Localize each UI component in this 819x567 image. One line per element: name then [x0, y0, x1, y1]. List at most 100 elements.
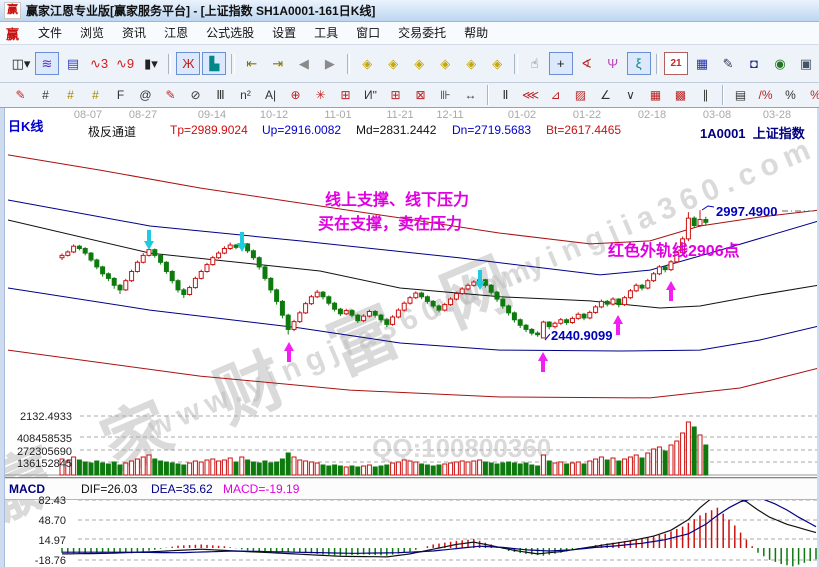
time-grid-icon[interactable]: Ⅲ [216, 87, 225, 102]
volume-axis-label: 272305690 [16, 445, 72, 458]
macd-axis-label: -18.76 [34, 555, 66, 567]
toolbar-separator [487, 85, 489, 105]
annotation-support-1: 线上支撑、线下压力 [325, 192, 470, 209]
parallel-lines-icon[interactable]: ∥ [702, 87, 709, 102]
symbol-name: 上证指数 [752, 126, 805, 141]
indicator-name[interactable]: 极反通道 [88, 125, 137, 139]
shaded-box-icon[interactable]: ▨ [574, 87, 587, 102]
shen-grid-icon[interactable]: ⊞ [390, 87, 401, 102]
f-grid-icon[interactable]: F [116, 87, 125, 102]
toolbar-separator [514, 53, 518, 74]
menu-item-4[interactable]: 公式选股 [206, 26, 255, 40]
cycle-circle-icon[interactable]: ⊘ [190, 87, 201, 102]
hand-tool-icon[interactable]: ☝ [530, 56, 539, 71]
ruler-123-icon[interactable]: ⊪ [440, 87, 451, 102]
title-bar[interactable]: 赢 赢家江恩专业版[赢家服务平台] - [上证指数 SH1A0001-161日K… [0, 0, 819, 22]
menu-item-3[interactable]: 江恩 [164, 26, 189, 40]
n2-grid-icon[interactable]: n² [240, 87, 251, 102]
gold-grid-2-icon[interactable]: # [92, 87, 99, 102]
smart-analysis-icon[interactable]: ξ [626, 52, 651, 75]
window-right-edge [817, 108, 819, 567]
angle-lines-icon[interactable]: ∠ [600, 87, 611, 102]
macd-header: MACD DIF=26.03 DEA=35.62 MACD=-19.19 [5, 477, 817, 500]
calculator-icon[interactable]: ▦ [695, 56, 709, 71]
menu-item-2[interactable]: 资讯 [122, 26, 147, 40]
angle-measure-icon[interactable]: ∢ [581, 56, 593, 71]
star-burst-icon[interactable]: ✳ [315, 87, 326, 102]
expand-all-icon[interactable]: ◈ [466, 56, 477, 71]
zigzag-icon[interactable]: ∨ [626, 87, 635, 102]
zoom-right-icon[interactable]: ◈ [388, 56, 399, 71]
candle-tool-icon[interactable]: ▮▾ [144, 56, 158, 71]
notepad-icon[interactable]: ✎ [722, 56, 734, 71]
toolbar-separator [168, 53, 172, 74]
print-icon[interactable]: ▣ [799, 56, 813, 71]
span-measure-icon[interactable]: ↔ [464, 87, 477, 102]
toolbar-separator [655, 53, 660, 74]
macd-pane-label[interactable]: MACD [9, 482, 45, 496]
kline-style-icon[interactable]: ◫▾ [11, 56, 31, 71]
menu-item-9[interactable]: 帮助 [464, 26, 489, 40]
date-tick: 08-07 [73, 109, 103, 121]
menu-item-1[interactable]: 浏览 [80, 26, 105, 40]
menu-item-8[interactable]: 交易委托 [398, 26, 447, 40]
yingjia-grid-icon[interactable]: ⊠ [415, 87, 426, 102]
pillar-tool-icon[interactable]: Ⅱ [502, 87, 509, 102]
percent-icon[interactable]: % [785, 87, 796, 102]
color-histogram-icon[interactable]: ▙ [202, 52, 227, 75]
gold-grid-1-icon[interactable]: # [67, 87, 74, 102]
menu-item-5[interactable]: 设置 [272, 26, 297, 40]
grid-fine-icon[interactable]: ▦ [649, 87, 662, 102]
next-page-icon[interactable]: ▶ [324, 56, 335, 71]
indicator-tp: Tp=2989.9024 [170, 123, 248, 137]
grid-box-icon[interactable]: ⊞ [340, 87, 351, 102]
fan-box-icon[interactable]: ⊿ [550, 87, 561, 102]
symbol-code[interactable]: 1A0001 上证指数 [700, 123, 805, 142]
note-board-icon[interactable]: ▤ [66, 56, 80, 71]
date-tick: 11-01 [324, 109, 352, 121]
compress-horizontal-icon[interactable]: ◈ [440, 56, 451, 71]
data-transfer-icon[interactable]: ◉ [774, 56, 786, 71]
spiral-icon[interactable]: @ [139, 87, 152, 102]
pencil-angle-icon[interactable]: ✎ [165, 87, 176, 102]
text-annotation-icon[interactable]: A| [264, 87, 277, 102]
calendar-icon[interactable]: 21 [664, 52, 689, 75]
jifan-channel-icon[interactable]: Ж [176, 52, 201, 75]
fan-lines-icon[interactable]: ⋘ [521, 87, 540, 102]
expand-horizontal-icon[interactable]: ◈ [414, 56, 425, 71]
toolbar-separator [231, 53, 235, 74]
save-icon[interactable]: ◘ [750, 56, 758, 71]
pane-label: 日K线 [8, 119, 44, 134]
percent-slash-icon[interactable]: /% [758, 87, 773, 102]
prev-page-icon[interactable]: ◀ [298, 56, 309, 71]
date-tick: 02-18 [637, 109, 667, 121]
menu-item-0[interactable]: 文件 [38, 26, 63, 40]
zoom-left-icon[interactable]: ◈ [362, 56, 373, 71]
macd-axis-label: 48.70 [38, 515, 66, 527]
first-page-icon[interactable]: ⇤ [246, 56, 258, 71]
annotation-support-2: 买在支撑，卖在压力 [318, 216, 463, 233]
pencil-tool-icon[interactable]: ✎ [15, 87, 26, 102]
gann-tool-icon[interactable]: Ψ [607, 56, 619, 71]
menu-bar: 赢 文件 浏览 资讯 江恩 公式选股 设置 工具 窗口 交易委托 帮助 [0, 22, 819, 45]
minor-wave-3-icon[interactable]: ∿3 [89, 56, 109, 71]
price-scale-icon[interactable]: ▤ [734, 87, 747, 102]
toolbar-separator [346, 53, 351, 74]
kline-mark-icon[interactable]: Иʺ [364, 87, 377, 102]
kline-chart[interactable] [0, 108, 819, 567]
wave-tool-icon[interactable]: ≋ [35, 52, 59, 75]
annotation-red-channel: 红色外轨线2906点 [608, 243, 740, 260]
circle-cross-icon[interactable]: ⊕ [290, 87, 301, 102]
last-page-icon[interactable]: ⇥ [272, 56, 284, 71]
menu-item-7[interactable]: 窗口 [356, 26, 381, 40]
gann-grid-icon[interactable]: # [42, 87, 49, 102]
compress-all-icon[interactable]: ◈ [492, 56, 503, 71]
window-left-edge [0, 108, 5, 567]
percent-line-icon[interactable]: % [804, 85, 819, 106]
grid-arrow-icon[interactable]: ▩ [674, 87, 687, 102]
minor-wave-9-icon[interactable]: ∿9 [115, 56, 135, 71]
crosshair-icon[interactable]: + [548, 52, 573, 75]
up-arrow-marker [284, 342, 294, 362]
menu-item-6[interactable]: 工具 [314, 26, 339, 40]
app-logo: 赢 [4, 2, 21, 19]
